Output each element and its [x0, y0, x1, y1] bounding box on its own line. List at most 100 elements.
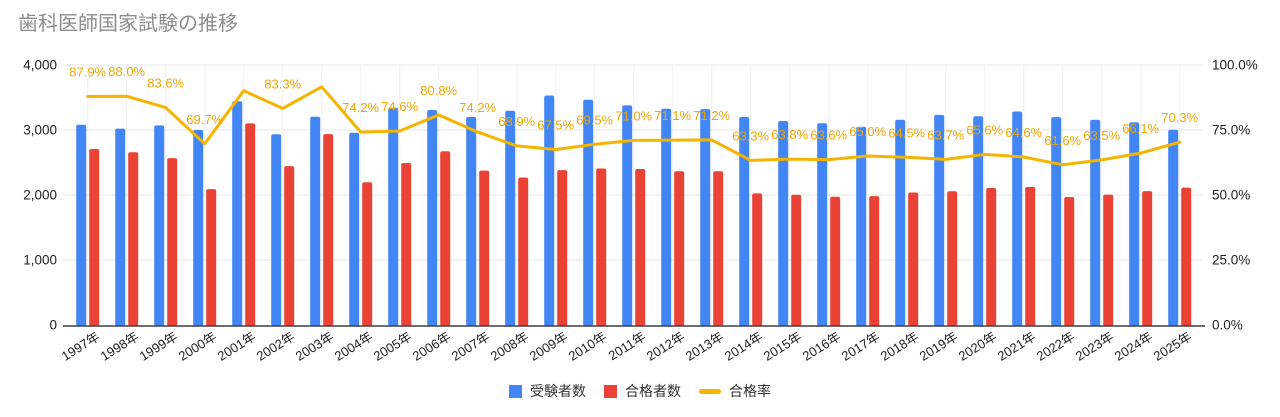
left-axis-tick-3: 3,000 [23, 123, 57, 138]
pass-rate-label-9: 80.8% [420, 83, 457, 98]
left-axis-tick-1: 1,000 [23, 253, 57, 268]
chart-plot: 87.9% 88.0%83.6%69.7%83.3%74.2% 74.6%80.8%… [23, 58, 1258, 364]
pass-rate-line [86, 85, 1182, 167]
bar-passers-2 [167, 158, 178, 326]
x-axis-tick-28: 2025年 [1151, 329, 1195, 364]
pass-rate-label-20: 65.0% [849, 124, 886, 139]
x-axis-tick-7: 2004年 [332, 329, 376, 364]
left-axis-tick-2: 2,000 [23, 188, 57, 203]
bar-passers-7 [362, 182, 373, 326]
bar-examinees-6 [310, 116, 321, 326]
pass-rate-label-18: 63.8% [771, 127, 808, 142]
bar-passers-17 [752, 193, 763, 326]
chart-legend: 受験者数 合格者数 合格率 [0, 381, 1280, 401]
x-axis-tick-2: 1999年 [137, 329, 181, 364]
bar-passers-3 [206, 189, 217, 326]
bar-examinees-0 [76, 124, 87, 326]
legend-item-pass-rate: 合格率 [699, 381, 771, 401]
bar-examinees-28 [1168, 129, 1179, 326]
bar-examinees-27 [1129, 122, 1140, 327]
bar-passers-15 [674, 171, 685, 326]
pass-rate-label-10: 74.2% [459, 100, 496, 115]
pass-rate-label-2: 83.6% [147, 76, 184, 91]
pass-rate-label-5: 83.3% [264, 76, 301, 91]
bar-passers-8 [401, 163, 412, 326]
x-axis-tick-5: 2002年 [254, 329, 298, 364]
x-axis-tick-26: 2023年 [1073, 329, 1117, 364]
pass-rate-label-19: 63.6% [810, 128, 847, 143]
bar-passers-14 [635, 169, 646, 326]
bar-examinees-1 [115, 128, 126, 326]
pass-rate-label-22: 63.7% [927, 127, 964, 142]
bar-examinees-7 [349, 132, 360, 326]
x-axis-tick-24: 2021年 [995, 329, 1039, 364]
right-axis-tick-2: 50.0% [1212, 188, 1250, 203]
bar-examinees-20 [856, 126, 867, 326]
bar-passers-25 [1064, 197, 1075, 326]
legend-item-passers: 合格者数 [604, 381, 681, 401]
x-axis-tick-8: 2005年 [371, 329, 415, 364]
x-axis-tick-1: 1998年 [98, 329, 142, 364]
pass-rate-label-17: 63.3% [732, 128, 769, 143]
bar-passers-26 [1103, 194, 1114, 326]
legend-item-examinees: 受験者数 [509, 381, 586, 401]
x-axis-tick-3: 2000年 [176, 329, 220, 364]
pass-rate-label-21: 64.5% [888, 125, 925, 140]
left-axis-tick-4: 4,000 [23, 58, 57, 73]
bar-examinees-4 [232, 101, 243, 326]
bar-examinees-3 [193, 129, 204, 326]
bar-passers-13 [596, 168, 607, 326]
bar-passers-1 [128, 152, 139, 326]
pass-rate-label-14: 71.0% [615, 108, 652, 123]
right-axis-tick-3: 75.0% [1212, 123, 1250, 138]
right-axis-tick-0: 0.0% [1212, 318, 1243, 333]
bar-examinees-15 [661, 108, 672, 326]
x-axis-tick-10: 2007年 [449, 329, 493, 364]
left-axis-labels: 0 1,000 2,000 3,000 4,000 [23, 58, 57, 333]
x-axis-tick-15: 2012年 [644, 329, 688, 364]
x-axis-tick-11: 2008年 [488, 329, 532, 364]
pass-rate-label-27: 66.1% [1122, 121, 1159, 136]
bars-examinees [76, 95, 1179, 327]
x-axis-tick-22: 2019年 [917, 329, 961, 364]
x-axis-tick-16: 2013年 [683, 329, 727, 364]
x-axis-tick-12: 2009年 [527, 329, 571, 364]
legend-label-passers: 合格者数 [625, 383, 681, 399]
x-axis-tick-25: 2022年 [1034, 329, 1078, 364]
legend-label-examinees: 受験者数 [530, 383, 586, 399]
pass-rate-label-24: 64.6% [1005, 125, 1042, 140]
right-axis-labels: 0.0% 25.0% 50.0% 75.0% 100.0% [1212, 58, 1258, 333]
bar-examinees-11 [505, 110, 516, 326]
bar-passers-20 [869, 196, 880, 326]
bar-passers-11 [518, 177, 529, 326]
bar-examinees-24 [1012, 111, 1023, 326]
pass-rate-label-15: 71.1% [654, 108, 691, 123]
x-axis-tick-13: 2010年 [566, 329, 610, 364]
bar-passers-18 [791, 194, 802, 326]
bar-examinees-23 [973, 116, 984, 326]
bar-examinees-13 [583, 99, 594, 326]
bar-passers-9 [440, 151, 451, 326]
bar-passers-0 [89, 149, 100, 326]
bar-examinees-19 [817, 123, 828, 326]
bars-passers [89, 123, 1192, 327]
bar-examinees-9 [427, 110, 438, 326]
examinees-swatch [509, 384, 522, 398]
bar-passers-28 [1181, 187, 1192, 326]
bar-passers-19 [830, 196, 841, 326]
x-axis-tick-20: 2017年 [839, 329, 883, 364]
chart-title: 歯科医師国家試験の推移 [18, 13, 238, 35]
right-axis-tick-4: 100.0% [1212, 58, 1258, 73]
x-axis-tick-18: 2015年 [761, 329, 805, 364]
pass-rate-label-25: 61.6% [1044, 133, 1081, 148]
x-axis-tick-9: 2006年 [410, 329, 454, 364]
pass-rate-label-0: 87.9% [69, 65, 106, 80]
passers-swatch [604, 384, 617, 398]
left-axis-tick-0: 0 [49, 318, 57, 333]
pass-rate-label-23: 65.6% [966, 122, 1003, 137]
x-axis-tick-0: 1997年 [59, 329, 103, 364]
bar-passers-22 [947, 191, 958, 326]
bar-examinees-26 [1090, 119, 1101, 326]
bar-examinees-22 [934, 114, 945, 327]
bar-examinees-16 [700, 109, 711, 326]
